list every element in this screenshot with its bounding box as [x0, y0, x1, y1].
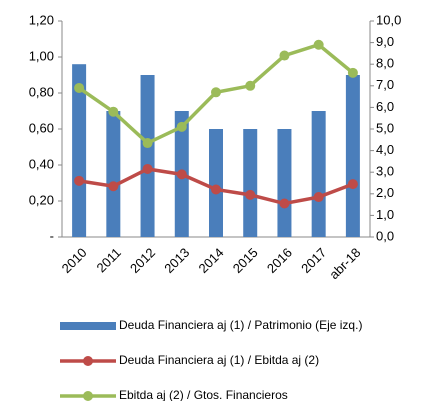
bar: [345, 75, 360, 237]
y-tick-label: 0,80: [29, 84, 54, 99]
marker: [211, 184, 221, 195]
legend-swatch: [83, 391, 93, 401]
x-tick-label: 2015: [230, 245, 261, 276]
y-tick-label: 0,60: [29, 120, 54, 135]
marker: [211, 87, 221, 98]
x-tick-label: 2017: [298, 245, 329, 276]
marker: [176, 121, 187, 132]
marker: [279, 198, 290, 209]
y-tick-label: 0,20: [29, 192, 54, 207]
x-tick-label: 2014: [195, 245, 226, 276]
y-tick-label: 1,20: [29, 12, 54, 27]
y2-tick-label: 8,0: [376, 56, 394, 71]
legend-label: Deuda Financiera aj (1) / Patrimonio (Ej…: [119, 318, 362, 332]
marker: [279, 50, 290, 61]
y2-tick-label: 0,0: [376, 228, 394, 243]
x-tick-label: abr-18: [326, 245, 363, 282]
x-tick-label: 2011: [94, 245, 124, 275]
y2-tick-label: 2,0: [376, 185, 394, 200]
bar: [243, 129, 258, 237]
marker: [245, 80, 256, 91]
marker: [74, 82, 85, 93]
legend-swatch: [83, 356, 93, 366]
marker: [74, 175, 85, 186]
legend-label: Ebitda aj (2) / Gtos. Financieros: [119, 388, 288, 401]
bar: [106, 111, 121, 237]
y2-tick-label: 5,0: [376, 120, 394, 135]
bar: [72, 64, 87, 237]
y-tick-label: 0,40: [29, 156, 54, 171]
marker: [142, 163, 153, 174]
marker: [142, 138, 153, 149]
marker: [108, 181, 119, 192]
marker: [313, 192, 324, 203]
x-tick-label: 2013: [161, 245, 192, 276]
x-tick-label: 2012: [127, 245, 158, 276]
bar: [209, 129, 223, 237]
marker: [245, 189, 256, 200]
y2-tick-label: 3,0: [376, 164, 394, 179]
y-tick-label: -: [50, 228, 54, 243]
bar: [311, 111, 326, 237]
x-tick-label: 2016: [264, 245, 295, 276]
y2-tick-label: 1,0: [376, 207, 394, 222]
x-tick-label: 2010: [59, 245, 90, 276]
y2-tick-label: 9,0: [376, 34, 394, 49]
marker: [176, 169, 187, 180]
marker: [347, 67, 358, 78]
marker: [347, 179, 358, 190]
bar: [140, 75, 155, 237]
y2-tick-label: 10,0: [376, 12, 401, 27]
y2-tick-label: 4,0: [376, 142, 394, 157]
marker: [313, 39, 324, 50]
y2-tick-label: 7,0: [376, 77, 394, 92]
legend-label: Deuda Financiera aj (1) / Ebitda aj (2): [119, 353, 319, 367]
y-tick-label: 1,00: [29, 48, 54, 63]
legend-swatch: [60, 322, 116, 330]
bar: [277, 129, 292, 237]
y2-tick-label: 6,0: [376, 99, 394, 114]
marker: [108, 106, 119, 117]
